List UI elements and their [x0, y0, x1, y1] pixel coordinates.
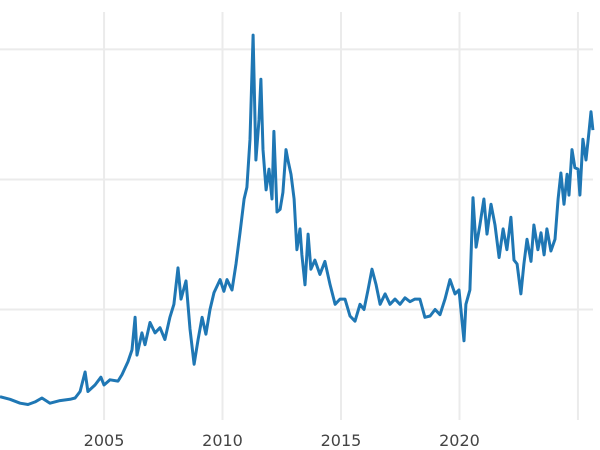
x-tick-label: 2010: [202, 431, 243, 450]
x-axis-ticks: 2005 2010 2015 2020: [84, 431, 480, 450]
x-tick-label: 2020: [439, 431, 480, 450]
gridlines: [0, 12, 593, 420]
series-line: [0, 33, 595, 406]
x-tick-label: 2005: [84, 431, 125, 450]
x-tick-label: 2015: [321, 431, 362, 450]
series-layer: [0, 33, 595, 406]
